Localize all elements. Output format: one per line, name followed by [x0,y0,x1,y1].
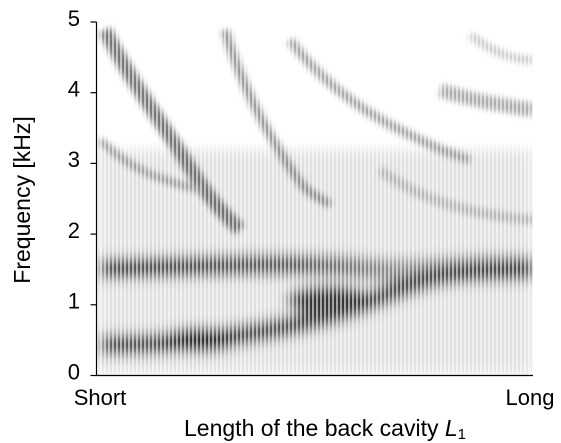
y-tick-label: 0 [68,359,80,384]
y-tick-label: 3 [68,147,80,172]
x-tick-label: Short [74,385,127,410]
x-axis-label-text: Length of the back cavity [184,415,445,441]
spectrogram-image [97,22,533,375]
y-axis-label: Frequency [kHz] [9,116,35,283]
x-tick-label: Long [506,385,555,410]
x-axis-label-subscript: 1 [458,426,466,443]
y-tick-label: 5 [68,6,80,31]
x-axis-label-symbol: L [445,415,458,441]
y-tick-label: 1 [68,289,80,314]
x-axis-label: Length of the back cavity L1 [184,415,466,443]
y-tick-label: 4 [68,77,80,102]
y-tick-label: 2 [68,218,80,243]
